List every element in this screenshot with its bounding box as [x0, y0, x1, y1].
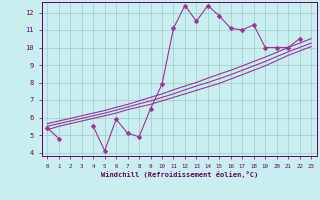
X-axis label: Windchill (Refroidissement éolien,°C): Windchill (Refroidissement éolien,°C)	[100, 171, 258, 178]
